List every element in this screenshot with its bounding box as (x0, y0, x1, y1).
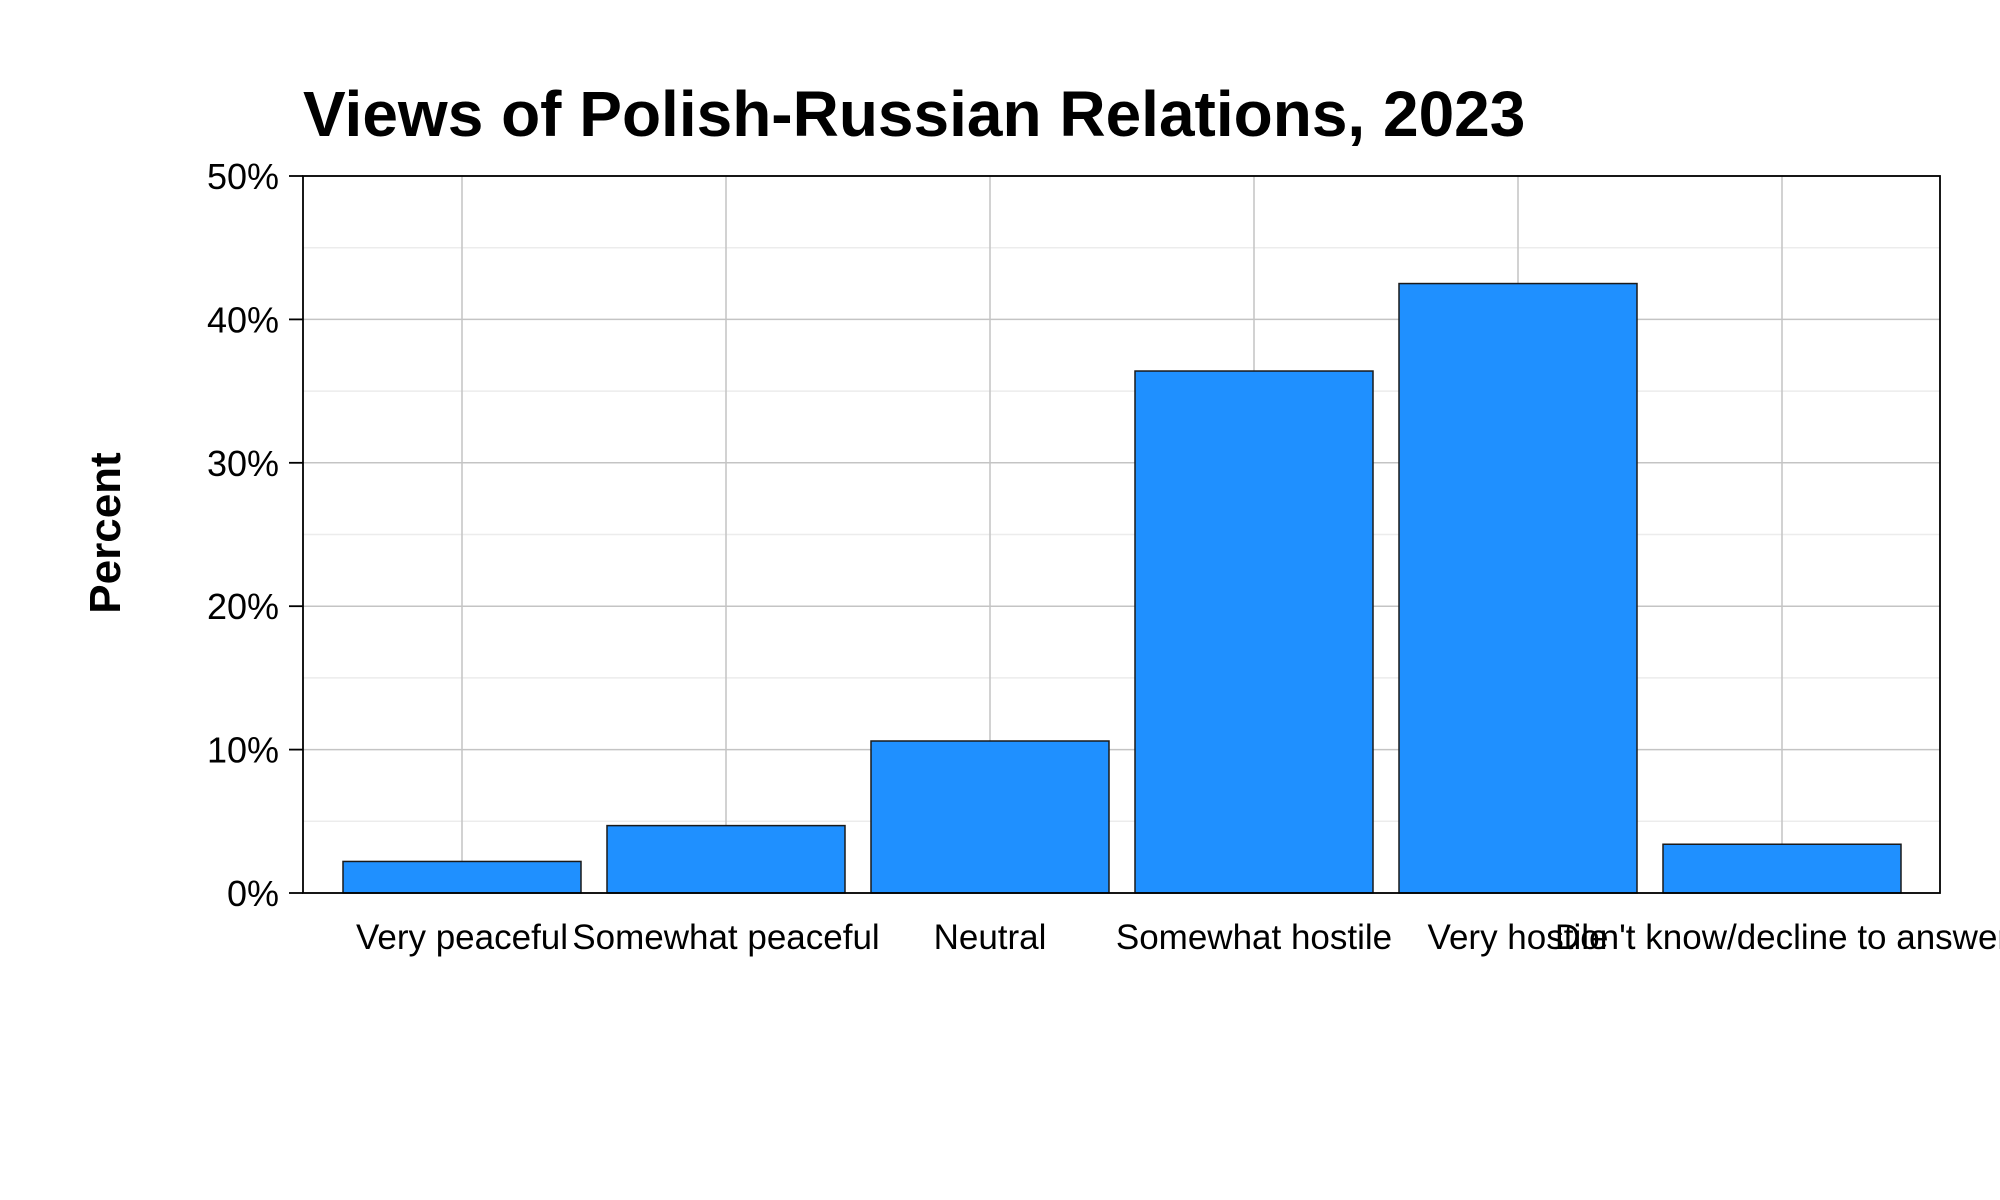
y-tick-label: 30% (207, 443, 279, 484)
y-tick-label: 20% (207, 586, 279, 627)
x-category-label: Somewhat hostile (1116, 918, 1392, 957)
chart-title: Views of Polish-Russian Relations, 2023 (303, 78, 1525, 150)
grid-lines (303, 175, 1940, 894)
bar (1662, 843, 1902, 894)
bar (870, 740, 1110, 894)
x-category-label: Don't know/decline to answer (1555, 918, 2000, 957)
y-tick-label: 10% (207, 730, 279, 771)
y-axis-label: Percent (81, 452, 130, 614)
y-tick-labels: 0% 10% 20% 30% 40% 50% (207, 156, 279, 914)
x-category-label: Very peaceful (356, 918, 568, 957)
x-category-label: Somewhat peaceful (572, 918, 879, 957)
bars (342, 282, 1902, 894)
bar (1134, 370, 1374, 894)
x-category-labels: Very peaceful Somewhat peaceful Neutral Som… (356, 918, 2000, 957)
x-category-label: Neutral (934, 918, 1047, 957)
plot-frame (302, 175, 1941, 894)
bar (342, 860, 582, 894)
y-tick-label: 0% (227, 873, 279, 914)
bar (1398, 282, 1638, 894)
x-category-label: Very hostile (1428, 918, 1609, 957)
y-tick-label: 40% (207, 299, 279, 340)
y-tick-label: 50% (207, 156, 279, 197)
axes (289, 175, 1941, 894)
bar (606, 824, 846, 894)
